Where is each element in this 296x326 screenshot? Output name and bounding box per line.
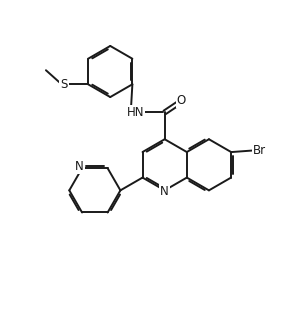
Text: N: N [75,160,83,173]
Text: O: O [177,95,186,107]
Text: HN: HN [126,106,144,119]
Text: Br: Br [253,144,266,157]
Text: S: S [60,78,67,91]
Text: N: N [160,185,169,198]
